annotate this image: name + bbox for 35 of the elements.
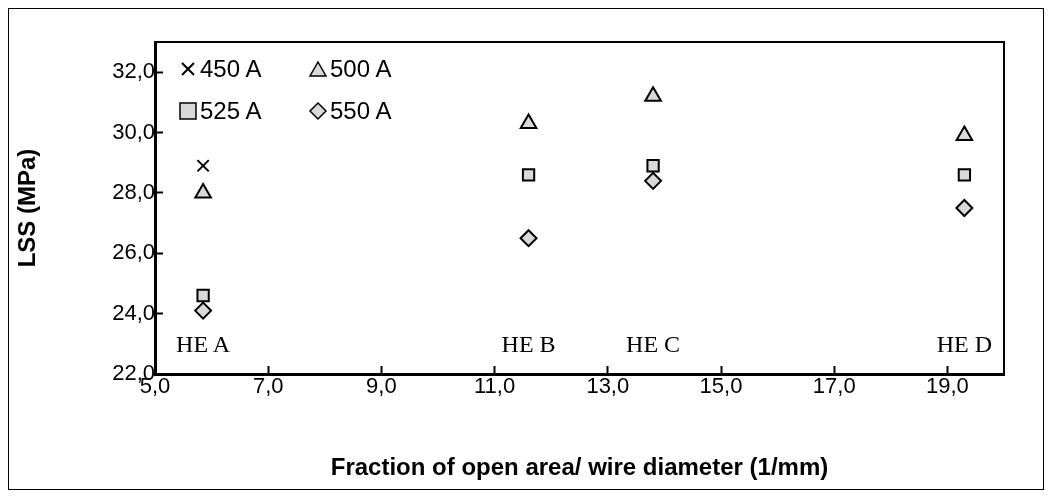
point (194, 301, 213, 320)
point (196, 159, 210, 173)
point (519, 113, 538, 129)
point (955, 199, 974, 217)
point (196, 288, 210, 303)
point (646, 159, 660, 173)
annotation: HE B (501, 331, 556, 358)
annotation: HE C (626, 331, 681, 358)
legend-label: 550 A (330, 97, 392, 125)
annotation: HE A (176, 331, 231, 358)
x-tick-label: 11,0 (474, 373, 516, 399)
x-tick-label: 7,0 (252, 373, 284, 399)
point (644, 171, 663, 190)
x-tick-label: 13,0 (586, 373, 630, 399)
y-tick-label: 32,0 (112, 58, 155, 84)
x-axis-title: Fraction of open area/ wire diameter (1/mm) (330, 453, 829, 481)
x-tick-label: 9,0 (366, 373, 397, 399)
legend-label: 450 A (200, 55, 262, 83)
y-tick-label: 24,0 (112, 299, 155, 325)
annotation: HE D (936, 331, 993, 358)
x-tick-label: 17,0 (812, 373, 856, 399)
point (519, 229, 538, 248)
y-tick-label: 26,0 (112, 239, 155, 265)
y-axis-title: LSS (MPa) (13, 148, 41, 268)
point (521, 168, 536, 182)
point (955, 125, 974, 142)
point (957, 168, 972, 182)
x-tick-label: 15,0 (699, 373, 743, 399)
point (644, 86, 662, 102)
legend-label: 500 A (330, 55, 392, 83)
legend-label: 525 A (200, 97, 262, 125)
x-tick-label: 19,0 (925, 373, 969, 399)
y-tick-label: 28,0 (112, 178, 155, 204)
y-tick-label: 30,0 (112, 118, 155, 144)
point (194, 182, 212, 199)
